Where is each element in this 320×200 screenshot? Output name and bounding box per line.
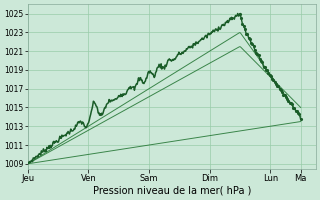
X-axis label: Pression niveau de la mer( hPa ): Pression niveau de la mer( hPa ) [92,186,251,196]
